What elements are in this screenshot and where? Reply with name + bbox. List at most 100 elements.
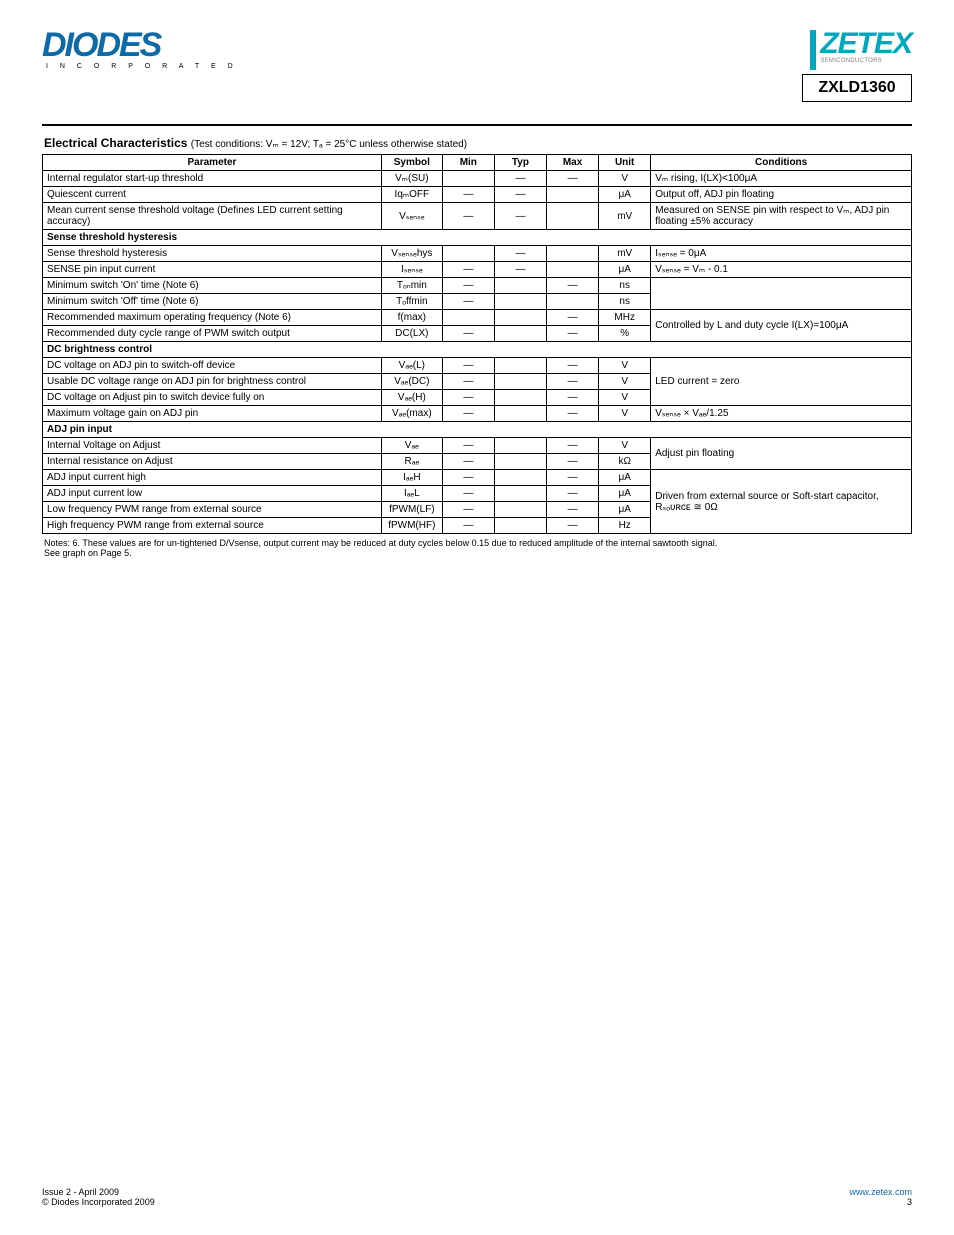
zetex-logo: ZETEX SEMICONDUCTORS [810, 30, 912, 70]
table-row: Mean current sense threshold voltage (De… [43, 203, 912, 230]
cell-min: — [442, 438, 494, 454]
cell-symbol: Vₐₑ(L) [381, 358, 442, 374]
cell-unit: V [599, 171, 651, 187]
cell-unit: kΩ [599, 454, 651, 470]
cell-typ: — [494, 171, 546, 187]
cell-param: DC voltage on Adjust pin to switch devic… [43, 390, 382, 406]
cell-typ [494, 278, 546, 294]
table-row: Recommended maximum operating frequency … [43, 310, 912, 326]
cell-max [547, 187, 599, 203]
footer-right: www.zetex.com 3 [849, 1187, 912, 1207]
table-row: ADJ input current highIₐₑH——μADriven fro… [43, 470, 912, 486]
cell-unit: % [599, 326, 651, 342]
cell-max: — [547, 310, 599, 326]
cell-min: — [442, 470, 494, 486]
cell-symbol: f(max) [381, 310, 442, 326]
cell-min: — [442, 502, 494, 518]
table-body: Internal regulator start-up thresholdVₘ(… [43, 171, 912, 534]
cell-unit: μA [599, 470, 651, 486]
cell-symbol: Vₐₑ(max) [381, 406, 442, 422]
cell-min: — [442, 454, 494, 470]
table-row: Sense threshold hysteresisVₛₑₙₛₑhys—mVIₛ… [43, 246, 912, 262]
page-footer: Issue 2 - April 2009 © Diodes Incorporat… [42, 1187, 912, 1207]
cell-min: — [442, 358, 494, 374]
col-min: Min [442, 155, 494, 171]
cell-typ [494, 502, 546, 518]
table-subheader-row: Sense threshold hysteresis [43, 230, 912, 246]
zetex-wordmark: ZETEX [820, 30, 912, 57]
cell-min: — [442, 262, 494, 278]
cell-symbol: Rₐₑ [381, 454, 442, 470]
cell-max [547, 262, 599, 278]
cell-param: Internal regulator start-up threshold [43, 171, 382, 187]
cell-param: Low frequency PWM range from external so… [43, 502, 382, 518]
col-typ: Typ [494, 155, 546, 171]
cell-unit: μA [599, 486, 651, 502]
cell-symbol: Vₐₑ(DC) [381, 374, 442, 390]
cell-min: — [442, 390, 494, 406]
table-row: Quiescent currentIqₘOFF——μAOutput off, A… [43, 187, 912, 203]
table-subheader-cell: ADJ pin input [43, 422, 912, 438]
cell-min [442, 171, 494, 187]
cell-typ [494, 454, 546, 470]
cell-param: DC voltage on ADJ pin to switch-off devi… [43, 358, 382, 374]
cell-max: — [547, 454, 599, 470]
cell-unit: ns [599, 278, 651, 294]
cell-param: Usable DC voltage range on ADJ pin for b… [43, 374, 382, 390]
cell-symbol: Tₒₙmin [381, 278, 442, 294]
cell-unit: μA [599, 187, 651, 203]
cell-param: Recommended maximum operating frequency … [43, 310, 382, 326]
cell-param: High frequency PWM range from external s… [43, 518, 382, 534]
table-subheader-cell: Sense threshold hysteresis [43, 230, 912, 246]
cell-unit: ns [599, 294, 651, 310]
cell-param: Mean current sense threshold voltage (De… [43, 203, 382, 230]
cell-symbol: fPWM(HF) [381, 518, 442, 534]
cell-unit: μA [599, 502, 651, 518]
cell-symbol: DC(LX) [381, 326, 442, 342]
note-see-graph: See graph on Page 5. [44, 548, 912, 558]
col-unit: Unit [599, 155, 651, 171]
table-notes: Notes: 6. These values are for un-tighte… [44, 538, 912, 558]
cell-conditions: Controlled by L and duty cycle I(LX)=100… [651, 310, 912, 342]
zetex-bar-icon [810, 30, 816, 70]
cell-param: Minimum switch 'On' time (Note 6) [43, 278, 382, 294]
cell-unit: V [599, 390, 651, 406]
cell-unit: MHz [599, 310, 651, 326]
cell-conditions [651, 278, 912, 310]
cell-max: — [547, 358, 599, 374]
cell-min [442, 246, 494, 262]
cell-max: — [547, 502, 599, 518]
cell-conditions: Driven from external source or Soft-star… [651, 470, 912, 534]
table-subheader-row: DC brightness control [43, 342, 912, 358]
section-conditions: (Test conditions: Vₘ = 12V; Tₐ = 25°C un… [191, 139, 467, 150]
cell-param: Minimum switch 'Off' time (Note 6) [43, 294, 382, 310]
cell-param: Internal Voltage on Adjust [43, 438, 382, 454]
cell-symbol: Vₐₑ(H) [381, 390, 442, 406]
cell-min [442, 310, 494, 326]
cell-param: Internal resistance on Adjust [43, 454, 382, 470]
cell-symbol: Vₛₑₙₛₑhys [381, 246, 442, 262]
col-conditions: Conditions [651, 155, 912, 171]
cell-min: — [442, 203, 494, 230]
cell-symbol: IₐₑH [381, 470, 442, 486]
cell-symbol: Vₘ(SU) [381, 171, 442, 187]
cell-typ [494, 390, 546, 406]
electrical-characteristics-table: Parameter Symbol Min Typ Max Unit Condit… [42, 154, 912, 534]
cell-unit: V [599, 438, 651, 454]
cell-unit: Hz [599, 518, 651, 534]
footer-link[interactable]: www.zetex.com [849, 1187, 912, 1197]
cell-conditions: Iₛₑₙₛₑ = 0μA [651, 246, 912, 262]
cell-max: — [547, 438, 599, 454]
cell-conditions: LED current = zero [651, 358, 912, 406]
cell-max: — [547, 470, 599, 486]
part-number-box: ZXLD1360 [802, 74, 912, 102]
cell-max: — [547, 278, 599, 294]
cell-max: — [547, 390, 599, 406]
cell-param: SENSE pin input current [43, 262, 382, 278]
cell-min: — [442, 518, 494, 534]
cell-unit: mV [599, 203, 651, 230]
table-subheader-row: ADJ pin input [43, 422, 912, 438]
cell-max: — [547, 374, 599, 390]
cell-max: — [547, 171, 599, 187]
cell-max: — [547, 326, 599, 342]
